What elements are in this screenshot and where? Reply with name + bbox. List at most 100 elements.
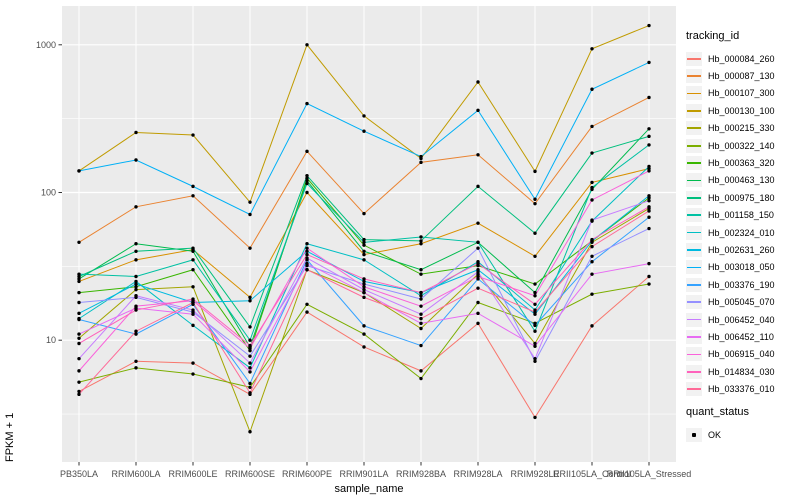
data-point [305, 149, 309, 154]
legend-item: Hb_014834_030 [686, 363, 798, 380]
data-point [647, 194, 651, 198]
data-point [590, 237, 594, 242]
legend-key-line-icon [686, 382, 702, 397]
data-point [248, 381, 252, 386]
x-tick-label: RRIM600LE [168, 469, 217, 479]
x-axis-title: sample_name [334, 483, 404, 495]
legend-item: Hb_001158_150 [686, 207, 798, 224]
legend-item-label: Hb_003376_190 [708, 279, 775, 290]
data-point [305, 310, 309, 314]
data-point [248, 391, 252, 395]
data-point [362, 237, 366, 242]
data-point [191, 300, 195, 305]
data-point [419, 272, 423, 276]
data-point [590, 180, 594, 185]
data-point [134, 304, 138, 308]
data-point [305, 190, 309, 195]
data-point [362, 114, 366, 118]
legend-item-label: Hb_000363_320 [708, 158, 775, 169]
data-point [77, 389, 81, 394]
data-point [533, 415, 537, 420]
legend-item-label: Hb_000084_260 [708, 53, 775, 64]
data-point [362, 211, 366, 216]
data-point [533, 329, 537, 333]
data-point [305, 176, 309, 180]
legend-item-label: Hb_005045_070 [708, 297, 775, 308]
data-point [419, 242, 423, 246]
x-tick-label: RRIM600SE [225, 469, 275, 479]
data-point [305, 302, 309, 307]
data-point [419, 304, 423, 308]
data-point [362, 332, 366, 336]
legend-key-line-icon [686, 312, 702, 327]
legend-item-label: Hb_000130_100 [708, 105, 775, 116]
data-point [248, 299, 252, 303]
legend-item-label: Hb_000463_130 [708, 175, 775, 186]
legend-item: Hb_005045_070 [686, 293, 798, 310]
data-point [476, 321, 480, 326]
y-axis-title: FPKM + 1 [4, 412, 16, 462]
data-point [77, 369, 81, 373]
data-point [77, 336, 81, 341]
legend-key-line-icon [686, 156, 702, 171]
data-point [305, 179, 309, 183]
data-point [191, 323, 195, 328]
data-point [419, 376, 423, 381]
legend-item: Hb_006452_110 [686, 328, 798, 345]
data-point [248, 361, 252, 365]
data-point [533, 359, 537, 363]
legend-item-label: OK [708, 429, 722, 440]
data-point [134, 308, 138, 312]
legend-item-label: Hb_000322_140 [708, 140, 775, 151]
data-point [248, 200, 252, 204]
legend-item-label: Hb_014834_030 [708, 366, 775, 377]
data-point [191, 246, 195, 250]
data-point [533, 290, 537, 295]
data-point [476, 80, 480, 84]
data-point [134, 242, 138, 246]
data-point [362, 279, 366, 284]
legend-item-quant-ok: OK [686, 426, 798, 443]
data-point [77, 300, 81, 305]
legend-item-label: Hb_000087_130 [708, 71, 775, 82]
data-point [362, 285, 366, 289]
data-point [647, 143, 651, 147]
data-point [533, 197, 537, 201]
legend-key-line-icon [686, 277, 702, 292]
data-point [419, 239, 423, 243]
data-point [533, 169, 537, 174]
legend-key-line-icon [686, 86, 702, 101]
data-point [191, 184, 195, 189]
data-point [647, 164, 651, 169]
data-point [533, 294, 537, 298]
data-point [305, 181, 309, 186]
data-point [476, 274, 480, 279]
data-point [77, 290, 81, 295]
legend-item-label: Hb_003018_050 [708, 262, 775, 273]
data-point [77, 274, 81, 279]
data-point [77, 169, 81, 173]
legend-key-line-icon [686, 242, 702, 257]
legend-item: Hb_003376_190 [686, 276, 798, 293]
data-point [419, 160, 423, 165]
legend: tracking_id Hb_000084_260 Hb_000087_130 Hb… [686, 30, 798, 443]
legend-item-label: Hb_002631_260 [708, 244, 775, 255]
data-point [248, 370, 252, 374]
data-point [590, 198, 594, 202]
data-point [191, 249, 195, 253]
data-point [77, 332, 81, 336]
data-point [362, 287, 366, 292]
data-point [533, 323, 537, 328]
data-point [647, 127, 651, 131]
data-point [305, 256, 309, 260]
data-point [362, 252, 366, 257]
legend-key-line-icon [686, 347, 702, 362]
legend-item-label: Hb_006452_040 [708, 314, 775, 325]
data-point [533, 254, 537, 258]
x-tick-label: RRIM928LE [510, 469, 559, 479]
data-point [476, 153, 480, 157]
data-point [590, 324, 594, 328]
data-point [134, 158, 138, 162]
legend-item: Hb_000363_320 [686, 154, 798, 171]
